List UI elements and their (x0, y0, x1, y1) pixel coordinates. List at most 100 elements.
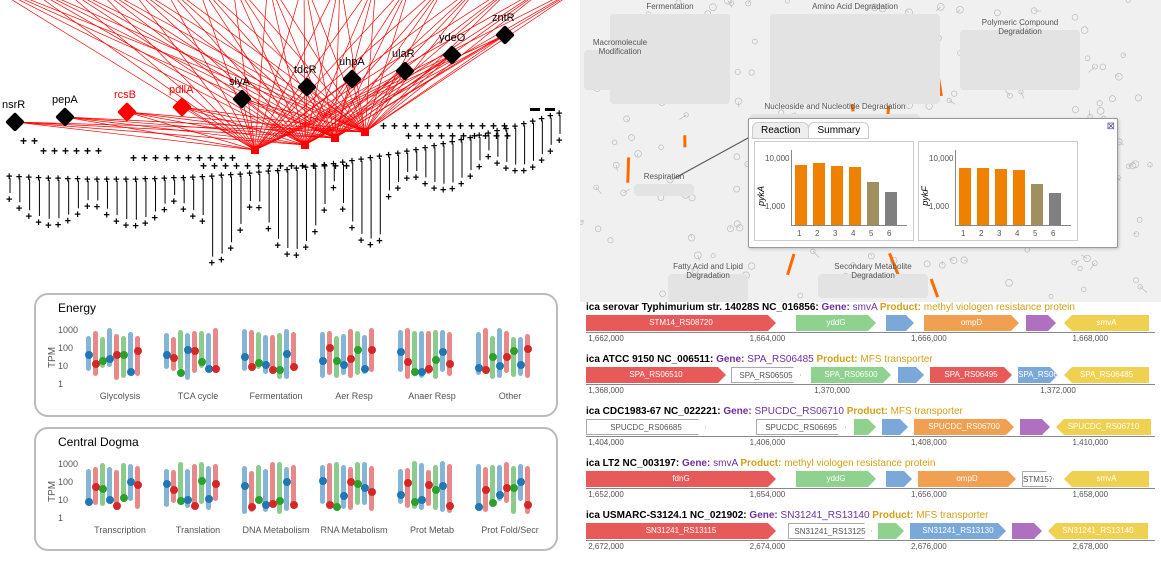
ruler-tick: 1,664,000 (750, 334, 786, 343)
pathway-box[interactable] (770, 14, 940, 104)
y-tick: 100 (58, 343, 73, 353)
x-tick: 4 (1015, 229, 1019, 238)
svg-text:+: + (431, 183, 437, 195)
svg-text:+: + (413, 172, 419, 184)
svg-text:+: + (349, 222, 355, 234)
gene-arrow[interactable]: SN31241_RS13130 (910, 523, 1006, 539)
svg-text:+: + (40, 144, 47, 158)
y-tick: 1,000 (929, 202, 949, 211)
gene-arrow[interactable]: yddG (796, 471, 876, 487)
svg-text:+: + (265, 224, 271, 236)
svg-text:+: + (163, 151, 170, 165)
gene-arrow[interactable]: SPUCDC_RS06685 (586, 419, 706, 435)
gene-arrow[interactable]: fdnG (586, 471, 776, 487)
tab-reaction[interactable]: Reaction (752, 122, 809, 139)
strain-name: ica ATCC 9150 NC_006511: (586, 354, 716, 365)
gene-arrow[interactable]: SPA_RS06485 (1064, 367, 1149, 383)
svg-text:+: + (74, 209, 80, 221)
gene-arrow[interactable]: SPUCDC_RS06700 (914, 419, 1014, 435)
gene-arrow[interactable] (1026, 315, 1056, 331)
gene-arrow[interactable] (882, 419, 908, 435)
gene-arrow[interactable]: ompD (918, 471, 1016, 487)
svg-text:+: + (310, 159, 317, 173)
svg-text:+: + (449, 183, 455, 195)
genome-tracks: ica serovar Typhimurium str. 14028S NC_0… (580, 302, 1161, 562)
svg-text:+: + (330, 182, 336, 194)
category-group: Other (476, 323, 544, 385)
svg-text:+: + (84, 144, 91, 158)
gene-arrow[interactable] (886, 315, 914, 331)
svg-text:+: + (547, 111, 553, 123)
regulator-label: pepA (52, 94, 78, 106)
svg-text:+: + (416, 129, 423, 143)
gene-arrow[interactable]: smvA (1064, 315, 1149, 331)
svg-text:+: + (123, 220, 129, 232)
gene-arrow[interactable]: SN31241_RS13125 (788, 523, 872, 539)
gene-arrow[interactable]: ompD (924, 315, 1019, 331)
gene-arrow[interactable]: SPA_RS06495 (930, 367, 1012, 383)
gene-arrow[interactable] (898, 367, 924, 383)
gene-arrow[interactable]: STM1573 (1022, 471, 1054, 487)
svg-text:+: + (422, 142, 428, 154)
svg-text:+: + (51, 144, 58, 158)
close-icon[interactable]: ⊠ (1107, 121, 1115, 132)
y-tick: 1 (58, 379, 63, 389)
svg-text:+: + (529, 116, 535, 128)
gene-arrow[interactable]: STM14_RS08720 (586, 315, 776, 331)
gene-field-label: Gene: (716, 354, 747, 365)
svg-text:+: + (123, 174, 129, 186)
gene-arrow[interactable]: smvA (1064, 471, 1149, 487)
gene-field-label: Gene: (682, 458, 713, 469)
gene-arrow[interactable] (1020, 419, 1050, 435)
pathway-box[interactable] (960, 30, 1080, 90)
ruler-tick: 1,404,000 (588, 438, 624, 447)
svg-text:+: + (6, 194, 12, 206)
svg-text:+: + (35, 172, 41, 184)
pathway-box[interactable] (584, 50, 656, 90)
gene-arrow[interactable]: SPA_RS06500 (811, 367, 891, 383)
x-tick: 1 (961, 229, 965, 238)
svg-text:+: + (358, 154, 364, 166)
tab-summary[interactable]: Summary (808, 122, 869, 139)
ruler-tick: 1,668,000 (1072, 334, 1108, 343)
product-value: methyl viologen resistance protein (924, 302, 1075, 313)
gene-arrow[interactable]: SPUCDC_RS06710 (1056, 419, 1151, 435)
gene-arrow[interactable]: SPA_RS06490 (1018, 367, 1058, 383)
track-header: ica USMARC-S3124.1 NC_021902: Gene: SN31… (586, 510, 1155, 521)
gene-arrow[interactable]: SPA_RS06505 (731, 367, 801, 383)
ruler-tick: 1,656,000 (911, 490, 947, 499)
gene-arrow[interactable] (886, 471, 912, 487)
svg-text:+: + (404, 146, 410, 158)
svg-text:+: + (233, 159, 240, 173)
track-body: SN31241_RS13115 SN31241_RS13125 SN31241_RS… (586, 522, 1155, 542)
gene-arrow[interactable]: SPUCDC_RS06695 (756, 419, 846, 435)
svg-text:+: + (504, 129, 511, 143)
ruler-tick: 1,654,000 (750, 490, 786, 499)
svg-text:+: + (358, 235, 364, 247)
gene-arrow[interactable]: SPA_RS06510 (586, 367, 726, 383)
gene-arrow[interactable] (854, 419, 876, 435)
svg-text:+: + (529, 162, 535, 174)
svg-text:+: + (385, 191, 391, 203)
svg-text:+: + (277, 159, 284, 173)
right-pane: FermentationAmino Acid DegradationPolyme… (580, 0, 1161, 565)
svg-text:+: + (556, 108, 562, 120)
gene-arrow[interactable] (1012, 523, 1042, 539)
gene-arrow[interactable]: SN31241_RS13115 (586, 523, 776, 539)
pathway-box[interactable] (634, 184, 694, 196)
gene-arrow[interactable]: yddG (796, 315, 876, 331)
gene-arrow[interactable]: SN31241_RS13140 (1048, 523, 1148, 539)
svg-text:+: + (255, 159, 262, 173)
x-tick: 2 (815, 229, 819, 238)
category-group: Aer Resp (320, 323, 388, 385)
gene-arrow[interactable] (878, 523, 904, 539)
category-label: Prot Metab (398, 525, 466, 535)
svg-text:+: + (385, 149, 391, 161)
ruler-tick: 1,408,000 (911, 438, 947, 447)
category-group: Prot Fold/Secr (476, 457, 544, 519)
svg-text:+: + (222, 159, 229, 173)
svg-text:+: + (103, 210, 109, 222)
y-tick: 10,000 (765, 154, 789, 163)
track-body: fdnGyddGompDSTM1573smvA1,652,0001,654,00… (586, 470, 1155, 490)
pathway-map[interactable]: FermentationAmino Acid DegradationPolyme… (580, 0, 1161, 302)
